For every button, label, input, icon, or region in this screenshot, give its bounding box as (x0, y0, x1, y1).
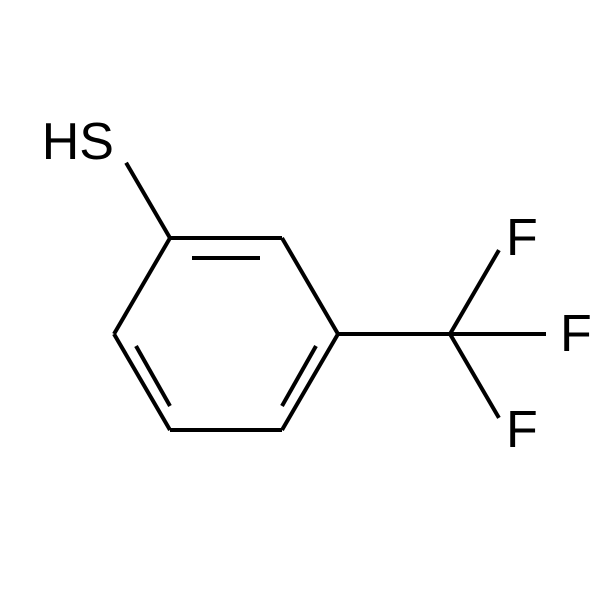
bond (450, 334, 499, 418)
molecule-diagram: HSFFF (0, 0, 600, 600)
bond (450, 250, 499, 334)
bond (126, 163, 170, 238)
bond (114, 238, 170, 334)
bond (282, 238, 338, 334)
atom-label: F (506, 209, 538, 267)
atom-label: HS (42, 113, 114, 171)
bond (114, 334, 170, 430)
atom-label: F (506, 401, 538, 459)
bond (282, 334, 338, 430)
atom-label: F (560, 305, 592, 363)
